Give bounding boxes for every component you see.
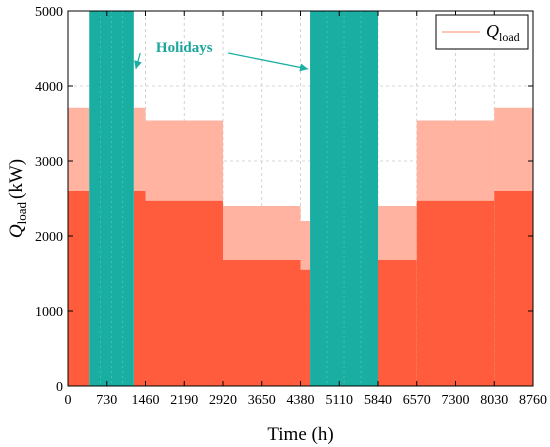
load-band-4	[300, 221, 311, 270]
y-tick-label: 0	[56, 380, 63, 395]
x-tick-label: 4380	[287, 393, 315, 408]
holiday-band-0	[89, 11, 134, 386]
load-band-1	[133, 107, 146, 191]
y-tick-label: 4000	[35, 80, 63, 95]
x-tick-label: 2190	[170, 393, 198, 408]
load-base-6	[416, 200, 495, 386]
x-tick-label: 0	[65, 393, 72, 408]
legend-label: Qload	[486, 21, 520, 44]
x-tick-label: 1460	[132, 393, 160, 408]
load-base-7	[494, 191, 533, 386]
holidays-annotation: Holidays	[134, 40, 309, 72]
annotation-arrow-right	[228, 52, 309, 70]
x-tick-label: 5840	[364, 393, 392, 408]
x-tick-label: 8030	[480, 393, 508, 408]
x-tick-label: 3650	[248, 393, 276, 408]
load-band-7	[494, 107, 533, 191]
load-base-5	[378, 260, 417, 386]
x-tick-label: 730	[96, 393, 117, 408]
y-axis-label: Qload (kW)	[6, 159, 29, 238]
load-band-6	[416, 120, 495, 201]
legend-label-symbol: Q	[486, 21, 499, 41]
load-variation-bands	[68, 107, 533, 270]
x-axis-ticks: 0 730 1460 2190 2920 3650 4380 5110 5840 6570 7300…	[65, 11, 547, 408]
load-band-5	[378, 206, 417, 260]
load-base-4	[300, 269, 311, 386]
load-band-0	[68, 107, 90, 191]
annotation-arrow-left-head	[134, 60, 142, 69]
holidays-label: Holidays	[156, 40, 213, 56]
load-base-areas	[68, 191, 533, 386]
annotation-arrow-right-head	[299, 63, 309, 72]
legend-label-subscript: load	[499, 30, 520, 44]
y-axis-label-subscript: load	[14, 201, 29, 224]
y-tick-label: 1000	[35, 305, 63, 320]
load-base-1	[133, 191, 146, 386]
x-tick-label: 6570	[403, 393, 431, 408]
load-base-3	[223, 260, 301, 386]
y-axis-label-unit: (kW)	[6, 159, 27, 199]
load-band-3	[223, 206, 301, 260]
load-base-2	[145, 200, 223, 386]
y-axis-ticks: 0 1000 2000 3000 4000 5000	[35, 5, 533, 395]
x-axis-label: Time (h)	[267, 424, 333, 445]
holiday-bands	[89, 11, 378, 386]
y-tick-label: 5000	[35, 5, 63, 20]
holiday-band-1	[310, 11, 378, 386]
x-tick-label: 8760	[519, 393, 547, 408]
x-tick-label: 7300	[442, 393, 470, 408]
load-band-2	[145, 120, 223, 201]
y-tick-label: 3000	[35, 155, 63, 170]
x-tick-label: 5110	[326, 393, 353, 408]
y-tick-label: 2000	[35, 230, 63, 245]
x-tick-label: 2920	[209, 393, 237, 408]
y-axis-label-symbol: Q	[6, 224, 27, 238]
legend: Qload	[435, 14, 529, 50]
load-base-0	[68, 191, 90, 386]
